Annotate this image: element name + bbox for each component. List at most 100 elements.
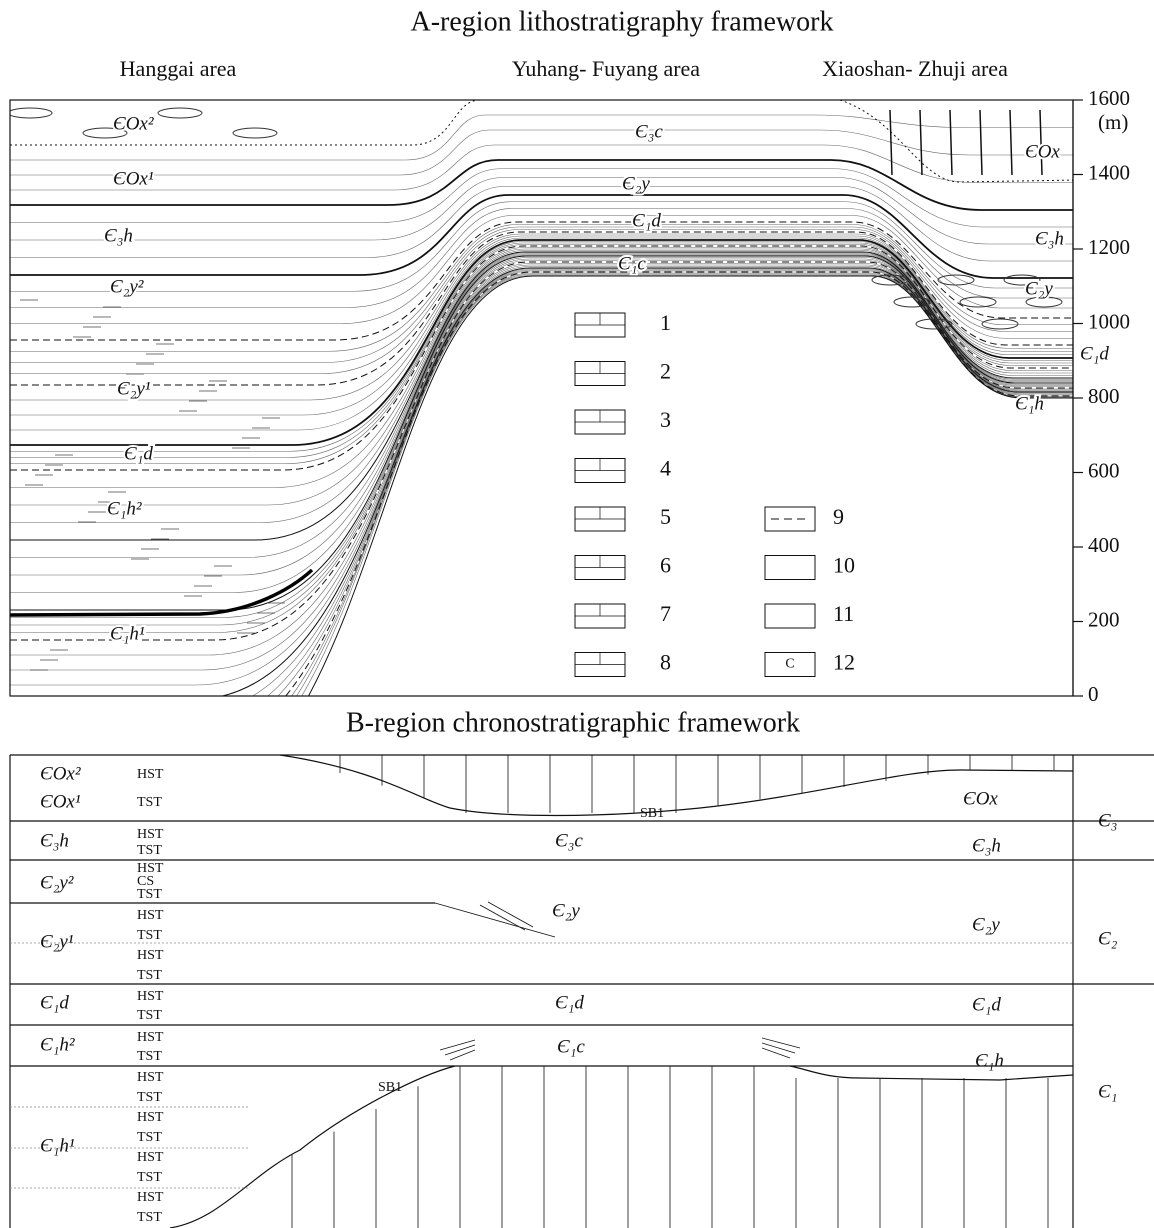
legend-label: 3 [660, 407, 671, 432]
sb1-upper [279, 754, 1074, 817]
panel-b-title: B-region chronostratigraphic framework [346, 707, 800, 738]
table-line [479, 904, 526, 931]
table-line [487, 901, 534, 928]
axis-tick-label: 800 [1088, 384, 1120, 408]
legend-swatch [764, 652, 816, 677]
legend-label: 8 [660, 650, 671, 675]
formation-boundary [10, 251, 1073, 541]
axis-tick-label: 0 [1088, 682, 1099, 706]
legend-label: 11 [833, 601, 854, 626]
axis-tick-label: 1200 [1088, 235, 1130, 259]
unit-label: Є₁h¹ [110, 623, 145, 644]
legend-label: 4 [660, 456, 671, 481]
area-label: Yuhang- Fuyang area [512, 56, 700, 81]
bed-line [10, 208, 1073, 308]
nodule [871, 274, 909, 286]
legend-label: 7 [660, 601, 671, 626]
table-line [761, 1037, 801, 1049]
unit-label: ЄOx [1025, 141, 1060, 162]
right-unit: Є₃h [972, 835, 1001, 856]
systems-tract: HST [137, 1190, 164, 1205]
formation-boundary [10, 194, 1073, 279]
row-unit: Є₃h [40, 830, 69, 851]
middle-unit: Є₂y [552, 900, 580, 921]
right-unit: Є₂y [972, 914, 1000, 935]
systems-tract: HST [137, 861, 164, 876]
geology-section [10, 100, 1073, 696]
ox-boundary [839, 100, 1073, 183]
bed-line [10, 233, 1073, 401]
unit-label: Є₂y¹ [117, 378, 151, 399]
bed-line [10, 201, 1073, 292]
formation-boundary [10, 261, 1073, 641]
legend-swatch [764, 603, 816, 629]
axis-tick-label: 400 [1088, 533, 1120, 557]
legend-label: 2 [660, 359, 671, 384]
table-line [444, 1044, 476, 1056]
axis-unit: (m) [1098, 110, 1128, 134]
legend-label: 10 [833, 553, 855, 578]
unit-label: ЄOx¹ [113, 168, 154, 189]
unit-label: Є₃c [635, 121, 663, 142]
panel-a-title: A-region lithostratigraphy framework [411, 6, 834, 37]
middle-unit: Є₃c [555, 830, 583, 851]
systems-tract: TST [137, 1090, 162, 1105]
systems-tract: HST [137, 827, 164, 842]
legend-symbol: C [785, 657, 794, 672]
era-label: Є₁ [1098, 1081, 1117, 1102]
right-unit: Є₁h [975, 1050, 1004, 1071]
bed-line [10, 224, 1073, 352]
right-unit: ЄOx [963, 788, 998, 809]
area-label: Xiaoshan- Zhuji area [822, 56, 1008, 81]
formation-boundary [10, 245, 1073, 471]
unit-labels: ЄOx² ЄOx¹ Є₃h Є₂y² Є₂y¹ Є₁d Є₁h² Є₁h¹ Є₃c Є₂y Є₁d Є… [102, 111, 1111, 646]
systems-tract: HST [137, 1150, 164, 1165]
bed-line [10, 229, 1073, 375]
row-unit: Є₁h¹ [40, 1135, 75, 1156]
formation-boundary [10, 221, 1073, 341]
row-unit: Є₂y¹ [40, 931, 74, 952]
legend-label: 1 [660, 310, 671, 335]
formation-boundary [10, 159, 1073, 211]
systems-tract: TST [137, 1210, 162, 1225]
bed-line [10, 214, 1073, 325]
unit-label: Є₃h [104, 225, 133, 246]
formation-boundary [307, 275, 1073, 696]
axis-tick-label: 1400 [1088, 160, 1130, 184]
systems-tract: HST [137, 948, 164, 963]
table-line [761, 1042, 796, 1054]
systems-tract: HST [137, 1070, 164, 1085]
dolomite-mark [889, 109, 893, 176]
bed-line [10, 129, 1073, 176]
dolomite-mark [1009, 109, 1013, 176]
systems-tract: CS [137, 874, 154, 889]
table-line [761, 1047, 791, 1059]
systems-tract: TST [137, 1170, 162, 1185]
middle-unit: Є₁c [557, 1036, 585, 1057]
axis-tick-label: 1000 [1088, 309, 1130, 333]
thick-bed [10, 568, 314, 617]
systems-tract: HST [137, 767, 164, 782]
bed-line [10, 177, 1073, 245]
axis-tick-label: 200 [1088, 607, 1120, 631]
unit-label: Є₂y² [110, 276, 144, 297]
dolomite-mark [979, 109, 983, 176]
legend-label: 6 [660, 553, 671, 578]
unit-label: ЄOx² [113, 113, 154, 134]
row-unit: ЄOx² [40, 763, 81, 784]
unit-label: Є₁d [124, 443, 153, 464]
unit-label: Є₂y [1025, 278, 1053, 299]
bed-line [10, 244, 1073, 465]
formation-boundary [10, 255, 1073, 611]
dolomite-mark [919, 109, 923, 176]
row-unit: ЄOx¹ [40, 791, 81, 812]
bed-line [10, 168, 1073, 228]
unit-label: Є₂y [622, 173, 650, 194]
legend-label: 12 [833, 650, 855, 675]
nodule [10, 107, 53, 119]
systems-tract: TST [137, 968, 162, 983]
nodule [82, 127, 128, 139]
